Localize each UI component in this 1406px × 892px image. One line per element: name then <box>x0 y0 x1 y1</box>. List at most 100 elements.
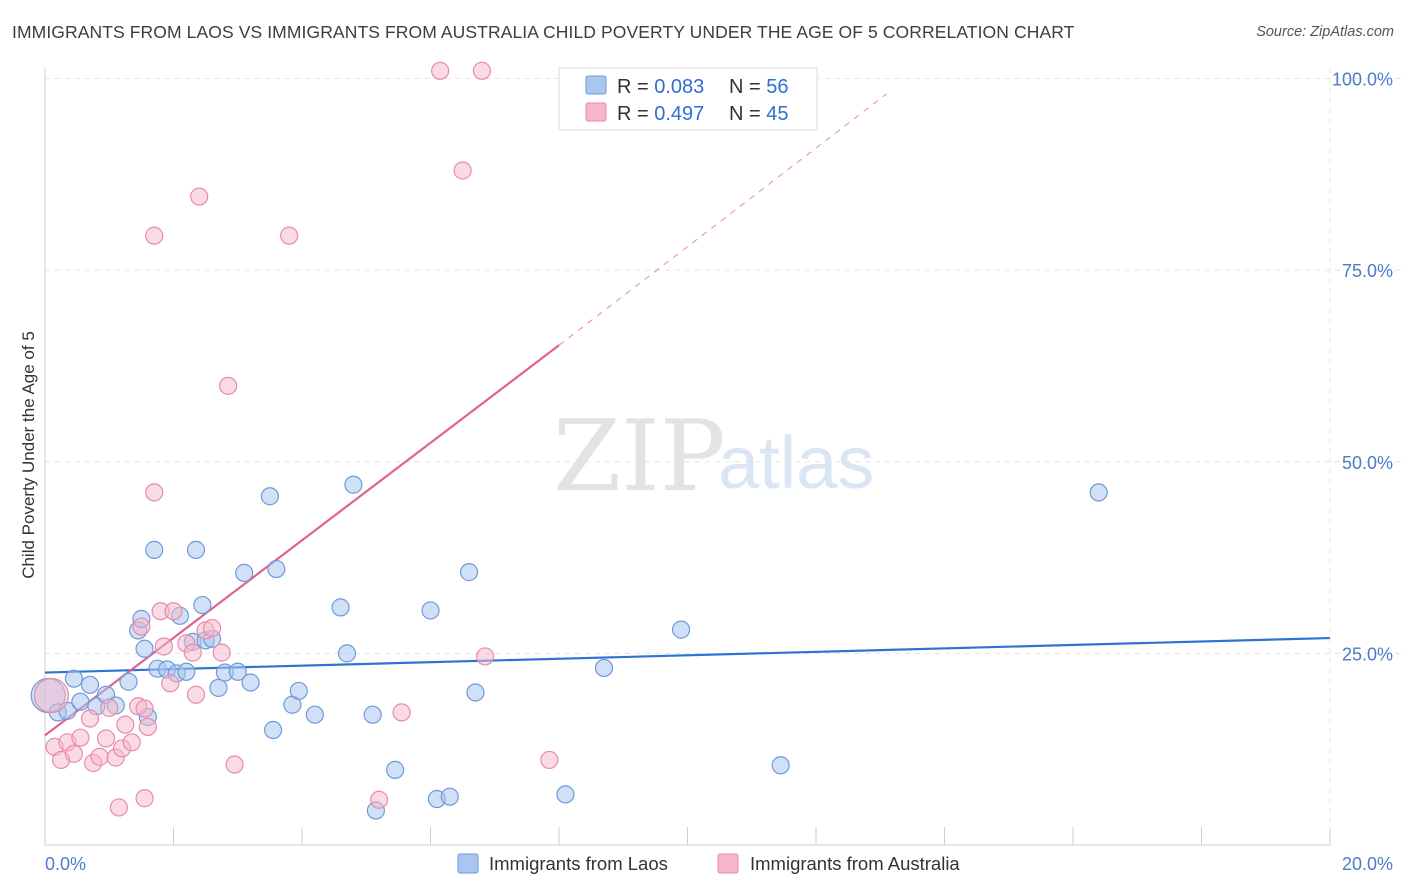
stats-legend: R = 0.083 N = 56 R = 0.497 N = 45 <box>558 67 818 131</box>
laos-point <box>1089 483 1108 502</box>
australia-point <box>161 674 180 693</box>
laos-point <box>260 487 279 506</box>
laos-point <box>228 662 247 681</box>
laos-point <box>344 475 363 494</box>
australia-point <box>540 750 559 770</box>
laos-point <box>305 705 324 724</box>
laos-point <box>209 678 228 697</box>
australia-point <box>90 747 109 766</box>
svg-text:R = 0.083: R = 0.083 <box>617 76 704 98</box>
laos-point <box>671 620 691 639</box>
legend-laos-swatch <box>457 853 479 874</box>
laos-point <box>459 563 479 582</box>
tick-labels: 25.0% 50.0% 75.0% 100.0% 0.0% 20.0% <box>45 70 1393 875</box>
australia-point <box>370 790 389 809</box>
australia-point <box>122 733 141 752</box>
australia-point <box>476 647 495 666</box>
australia-point <box>145 483 164 502</box>
legend-laos-label: Immigrants from Laos <box>489 853 668 874</box>
australia-point <box>132 617 151 636</box>
svg-text:N = 45: N = 45 <box>729 103 789 125</box>
australia-point <box>33 677 70 714</box>
watermark-zip: ZIP <box>553 400 726 514</box>
laos-point <box>556 785 575 804</box>
australia-trend-line <box>44 344 560 737</box>
svg-text:N = 56: N = 56 <box>729 76 789 98</box>
australia-point <box>145 226 164 245</box>
australia-point <box>202 618 222 638</box>
laos-point <box>119 672 138 691</box>
x-tick-label: 20.0% <box>1342 854 1393 874</box>
laos-point <box>331 598 350 617</box>
y-tick-label: 25.0% <box>1342 644 1393 664</box>
laos-point <box>241 673 260 692</box>
laos-point <box>64 669 84 688</box>
australia-point <box>431 61 450 80</box>
australia-point <box>219 376 238 395</box>
australia-point <box>392 703 411 722</box>
australia-point <box>109 798 128 817</box>
laos-point <box>235 563 254 582</box>
australia-point <box>186 685 206 704</box>
australia-r-label: R = <box>617 103 654 125</box>
australia-point <box>453 161 472 180</box>
laos-point <box>71 692 90 711</box>
australia-point <box>135 699 154 718</box>
australia-point <box>280 226 299 245</box>
laos-point <box>135 639 154 658</box>
legend-australia-label: Immigrants from Australia <box>750 853 960 874</box>
laos-n-value: 56 <box>766 76 788 98</box>
australia-point <box>225 755 244 774</box>
australia-point <box>138 717 157 737</box>
y-tick-label: 50.0% <box>1342 453 1393 473</box>
y-axis-title: Child Poverty Under the Age of 5 <box>19 331 38 579</box>
australia-point <box>154 637 173 656</box>
laos-point <box>80 675 100 694</box>
laos-point <box>421 601 440 620</box>
laos-r-label: R = <box>617 76 654 98</box>
series-legend: Immigrants from Laos Immigrants from Aus… <box>457 853 960 874</box>
laos-point <box>594 658 614 678</box>
data-points <box>30 61 1108 820</box>
australia-point <box>212 643 231 662</box>
x-tick-label: 0.0% <box>45 854 86 874</box>
laos-point <box>337 644 357 663</box>
australia-n-value: 45 <box>766 103 788 125</box>
laos-point <box>363 705 382 724</box>
laos-point <box>145 540 164 559</box>
watermark-atlas: atlas <box>718 421 874 504</box>
australia-point <box>183 643 202 662</box>
laos-point <box>267 559 286 579</box>
australia-point <box>164 602 183 621</box>
svg-text:R = 0.497: R = 0.497 <box>617 103 704 125</box>
australia-point <box>116 715 135 734</box>
y-tick-label: 75.0% <box>1342 261 1393 281</box>
laos-point <box>186 540 206 559</box>
laos-point <box>263 720 283 740</box>
laos-point <box>771 756 790 775</box>
australia-point <box>80 709 100 728</box>
laos-point <box>289 681 308 701</box>
source-label: Source: ZipAtlas.com <box>1256 24 1394 40</box>
australia-point <box>472 61 491 80</box>
laos-point <box>193 595 212 615</box>
laos-swatch <box>585 75 607 95</box>
chart-title: IMMIGRANTS FROM LAOS VS IMMIGRANTS FROM … <box>12 22 1075 42</box>
australia-swatch <box>585 102 607 122</box>
trend-lines <box>44 93 1331 737</box>
axes <box>44 68 1331 846</box>
australia-point <box>190 187 209 206</box>
australia-point <box>96 729 116 748</box>
australia-r-value: 0.497 <box>654 103 704 125</box>
laos-point <box>177 662 196 681</box>
laos-point <box>466 683 485 702</box>
laos-point <box>386 760 405 779</box>
australia-point <box>64 744 84 763</box>
legend-australia-swatch <box>717 853 739 874</box>
laos-point <box>440 787 459 806</box>
australia-point <box>71 728 90 747</box>
australia-trend-extension <box>558 93 887 346</box>
laos-trend-line <box>44 636 1331 674</box>
y-tick-label: 100.0% <box>1332 70 1393 90</box>
